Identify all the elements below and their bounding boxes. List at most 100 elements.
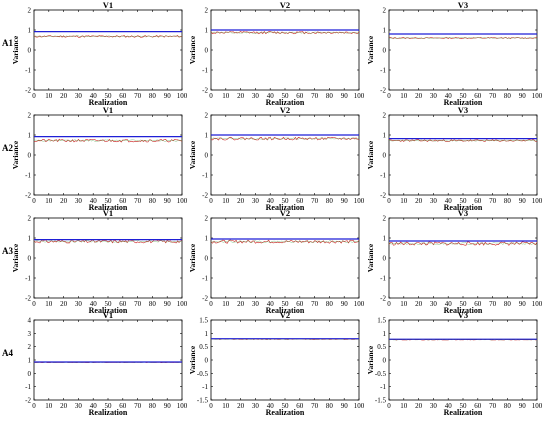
y-tick-label: -1 xyxy=(380,67,386,75)
plot-frame xyxy=(33,319,183,401)
y-tick-label: 2 xyxy=(28,343,32,351)
series-secondary-line xyxy=(388,242,538,246)
x-tick-label: 40 xyxy=(90,402,98,410)
chart-a4-v3: V3 0 10 20 30 40 50 60 70 80 90 100 -1.5 -1 -0.5 0 0.5 1 1… xyxy=(366,310,543,417)
series-secondary-line xyxy=(388,139,538,142)
x-tick-label: 70 xyxy=(134,92,142,100)
y-tick-label: 4 xyxy=(28,317,32,325)
y-tick-label: 2 xyxy=(383,112,387,120)
y-tick-label: 0 xyxy=(28,152,32,160)
x-tick-label: 100 xyxy=(177,197,188,205)
plot-frame xyxy=(388,9,538,91)
x-tick-label: 30 xyxy=(430,197,438,205)
chart-a2-v3: V3 0 10 20 30 40 50 60 70 80 90 100 -2 -1 0 1 2 Realizati… xyxy=(366,105,543,212)
y-tick-label: 1.5 xyxy=(377,317,386,325)
row-label: A3 xyxy=(2,246,13,256)
y-tick-label: -1 xyxy=(380,172,386,180)
series-estimate-line xyxy=(210,30,360,35)
x-tick-label: 30 xyxy=(252,300,260,308)
y-axis-label: Variance xyxy=(366,140,375,169)
y-tick-label: 1.5 xyxy=(199,317,208,325)
x-tick-label: 80 xyxy=(326,402,334,410)
y-axis-label: Variance xyxy=(11,35,20,64)
y-tick-label: 0 xyxy=(28,255,32,263)
x-tick-label: 40 xyxy=(267,92,275,100)
x-tick-label: 10 xyxy=(45,300,53,308)
x-tick-label: 50 xyxy=(105,300,113,308)
x-tick-label: 100 xyxy=(354,197,365,205)
y-tick-label: -1 xyxy=(25,67,31,75)
x-tick-label: 90 xyxy=(164,197,172,205)
y-tick-label: 1 xyxy=(383,132,387,140)
series-estimate-line xyxy=(33,34,183,38)
y-tick-label: 1 xyxy=(205,27,209,35)
x-axis-label: Realization xyxy=(266,408,305,417)
x-tick-label: 100 xyxy=(354,402,365,410)
x-tick-label: 90 xyxy=(519,300,527,308)
x-tick-label: 40 xyxy=(90,92,98,100)
x-tick-label: 0 xyxy=(387,300,391,308)
plot-frame xyxy=(210,114,360,196)
y-tick-label: 2 xyxy=(383,7,387,15)
x-tick-label: 60 xyxy=(296,300,304,308)
x-tick-label: 100 xyxy=(177,300,188,308)
x-tick-label: 80 xyxy=(149,92,157,100)
y-tick-label: 1 xyxy=(205,330,209,338)
x-tick-label: 0 xyxy=(32,197,36,205)
x-tick-label: 40 xyxy=(90,300,98,308)
chart-a1-v3: V3 0 10 20 30 40 50 60 70 80 90 100 -2 -1 0 1 2 Realizati… xyxy=(366,0,543,107)
y-tick-label: 2 xyxy=(205,215,209,223)
chart-title: V1 xyxy=(103,208,113,218)
y-tick-label: -1 xyxy=(25,275,31,283)
x-tick-label: 50 xyxy=(105,402,113,410)
y-tick-label: -1 xyxy=(380,275,386,283)
x-tick-label: 30 xyxy=(252,402,260,410)
x-tick-label: 20 xyxy=(60,402,68,410)
x-tick-label: 40 xyxy=(267,197,275,205)
y-tick-label: -2 xyxy=(25,397,31,405)
x-tick-label: 40 xyxy=(445,197,453,205)
x-tick-label: 90 xyxy=(519,197,527,205)
series-estimate-line xyxy=(388,241,538,246)
y-tick-label: -2 xyxy=(25,192,31,200)
y-tick-label: 0 xyxy=(205,152,209,160)
x-axis-label: Realization xyxy=(444,203,483,212)
x-tick-label: 80 xyxy=(326,300,334,308)
x-tick-label: 60 xyxy=(474,197,482,205)
y-axis-label: Variance xyxy=(366,345,375,374)
y-tick-label: 0 xyxy=(383,47,387,55)
x-tick-label: 0 xyxy=(32,300,36,308)
y-tick-label: -2 xyxy=(202,87,208,95)
plot-frame xyxy=(388,319,538,401)
x-tick-label: 10 xyxy=(222,92,230,100)
x-tick-label: 70 xyxy=(311,300,319,308)
y-tick-label: 0 xyxy=(205,47,209,55)
x-tick-label: 60 xyxy=(296,92,304,100)
x-tick-label: 30 xyxy=(430,402,438,410)
chart-a4-v1: V1 0 10 20 30 40 50 60 70 80 90 100 -2 -1 0 1 2 3 4 Realiza… xyxy=(2,310,188,417)
y-tick-label: -2 xyxy=(380,192,386,200)
y-tick-label: 2 xyxy=(205,7,209,15)
x-tick-label: 80 xyxy=(504,402,512,410)
y-tick-label: 0 xyxy=(28,370,32,378)
x-tick-label: 50 xyxy=(460,92,468,100)
y-tick-label: -1 xyxy=(380,383,386,391)
y-tick-label: -2 xyxy=(25,87,31,95)
x-tick-label: 10 xyxy=(400,402,408,410)
chart-a4-v2: V2 0 10 20 30 40 50 60 70 80 90 100 -1.5 -1 -0.5 0 0.5 1 1… xyxy=(188,310,365,417)
x-tick-label: 50 xyxy=(282,197,290,205)
plot-frame xyxy=(210,9,360,91)
x-tick-label: 20 xyxy=(237,402,245,410)
x-tick-label: 0 xyxy=(387,197,391,205)
chart-a1-v1: V1 0 10 20 30 40 50 60 70 80 90 100 -2 -1 0 1 2 Realizati… xyxy=(2,0,188,107)
x-tick-label: 20 xyxy=(237,197,245,205)
x-axis-label: Realization xyxy=(266,98,305,107)
x-tick-label: 0 xyxy=(209,197,213,205)
x-tick-label: 50 xyxy=(282,402,290,410)
y-tick-label: 1 xyxy=(205,235,209,243)
series-secondary-line xyxy=(388,37,537,39)
x-tick-label: 40 xyxy=(445,402,453,410)
x-tick-label: 50 xyxy=(282,92,290,100)
x-tick-label: 90 xyxy=(164,402,172,410)
y-tick-label: -1.5 xyxy=(197,397,209,405)
